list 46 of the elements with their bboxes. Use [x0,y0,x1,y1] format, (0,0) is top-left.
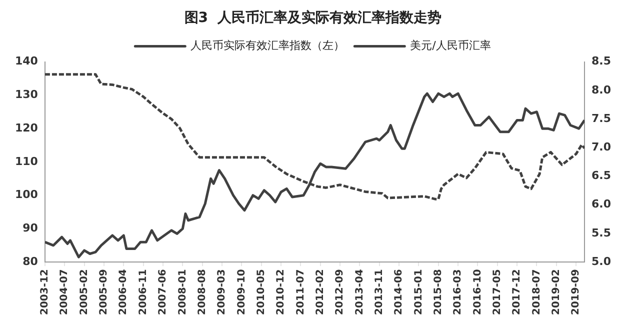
x-tick-label: 2017-05 [492,269,503,316]
y2-tick-label: 8.5 [592,54,612,68]
x-tick-label: 2011-07 [295,269,306,316]
y2-tick-label: 6.5 [592,169,612,182]
y-tick-label: 120 [14,121,38,134]
x-tick-label: 2010-05 [256,269,267,316]
y2-tick-label: 5.5 [592,226,612,240]
x-tick-label: 2010-12 [276,269,287,316]
y2-tick-label: 7.5 [592,112,612,125]
x-tick-label: 2014-06 [394,269,405,316]
x-tick-label: 2019-09 [570,269,582,316]
x-tick-label: 2015-01 [413,269,424,316]
x-tick-label: 2005-02 [78,269,90,316]
y2-tick-label: 8.0 [592,83,612,96]
chart-title: 图3 人民币汇率及实际有效汇率指数走势 [184,9,442,26]
x-tick-label: 2008-01 [177,269,188,316]
x-tick-label: 2005-09 [98,269,110,316]
x-tick-label: 2016-03 [452,269,464,316]
x-tick-label: 2013-04 [354,269,366,316]
y2-tick-label: 5.0 [592,254,612,268]
y2-tick-label: 6.0 [592,198,612,211]
x-tick-label: 2012-02 [314,269,326,316]
x-tick-label: 2017-12 [512,269,523,316]
x-tick-label: 2006-11 [138,269,149,316]
x-tick-label: 2016-10 [472,269,484,316]
x-tick-label: 2015-08 [432,269,444,316]
x-tick-label: 2009-03 [216,269,228,316]
x-tick-label: 2018-07 [531,269,542,316]
x-tick-label: 2013-11 [374,269,385,316]
x-tick-label: 2004-07 [59,269,70,316]
y-tick-label: 110 [14,154,38,168]
x-tick-label: 2006-04 [118,269,130,316]
legend-label: 人民币实际有效汇率指数（左） [190,39,345,52]
x-tick-label: 2003-12 [40,269,51,316]
y-tick-label: 140 [14,54,38,68]
x-tick-label: 2009-10 [236,269,248,316]
y-tick-label: 100 [14,188,38,202]
y-tick-label: 80 [22,254,38,268]
y-tick-label: 90 [22,222,38,235]
legend-label: 美元/人民币汇率 [410,39,491,52]
y-tick-label: 130 [14,88,38,102]
x-tick-label: 2012-09 [334,269,346,316]
x-tick-label: 2008-08 [196,269,208,316]
x-tick-label: 2007-06 [158,269,169,316]
y2-tick-label: 7.0 [592,140,612,154]
x-tick-label: 2019-02 [551,269,562,316]
